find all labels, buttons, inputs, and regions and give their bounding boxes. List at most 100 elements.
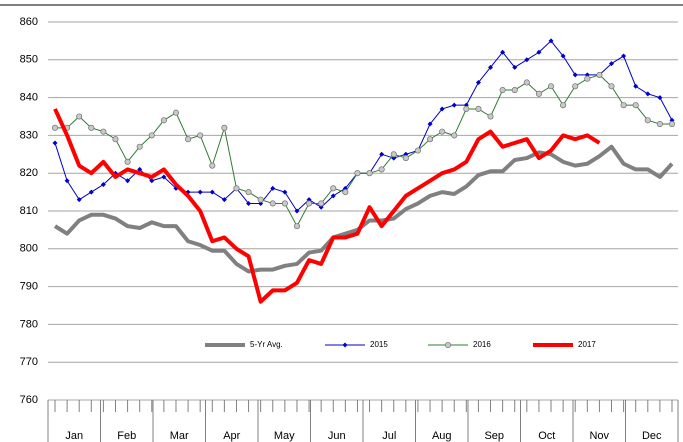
point bbox=[233, 185, 240, 192]
point bbox=[197, 189, 203, 195]
legend-label: 2016 bbox=[473, 340, 491, 349]
point bbox=[511, 86, 518, 94]
point bbox=[427, 121, 433, 127]
point bbox=[644, 117, 651, 124]
point bbox=[499, 86, 506, 94]
point bbox=[584, 75, 591, 82]
x-tick-label: Mar bbox=[170, 430, 189, 442]
x-tick-label: Aug bbox=[432, 430, 452, 442]
point bbox=[209, 189, 215, 195]
x-tick-label: Feb bbox=[117, 430, 136, 442]
y-tick-label: 760 bbox=[20, 394, 38, 406]
x-tick-label: Jun bbox=[328, 430, 346, 442]
point bbox=[379, 151, 385, 157]
point bbox=[88, 124, 95, 131]
point bbox=[221, 124, 228, 131]
point bbox=[547, 83, 555, 90]
point bbox=[366, 170, 373, 177]
point bbox=[342, 189, 349, 196]
point bbox=[524, 57, 530, 63]
point bbox=[451, 132, 458, 139]
point bbox=[245, 189, 252, 196]
point bbox=[293, 223, 301, 230]
point bbox=[390, 151, 397, 158]
y-tick-label: 860 bbox=[20, 16, 38, 28]
point bbox=[572, 83, 579, 90]
y-tick-label: 820 bbox=[20, 167, 38, 179]
point bbox=[620, 102, 627, 109]
point bbox=[160, 117, 167, 124]
point bbox=[112, 136, 119, 143]
point bbox=[354, 170, 361, 177]
point bbox=[172, 109, 180, 116]
point bbox=[451, 102, 457, 108]
point bbox=[656, 121, 663, 128]
point bbox=[657, 95, 663, 101]
point bbox=[281, 200, 288, 207]
x-tick-label: Oct bbox=[538, 430, 555, 442]
point bbox=[257, 196, 264, 203]
point bbox=[632, 102, 639, 109]
point bbox=[148, 132, 155, 139]
y-tick-label: 800 bbox=[20, 243, 38, 255]
point bbox=[488, 64, 494, 70]
point bbox=[330, 193, 336, 199]
y-tick-label: 840 bbox=[20, 92, 38, 104]
point bbox=[378, 166, 385, 173]
point bbox=[76, 197, 82, 203]
point bbox=[318, 200, 325, 207]
point bbox=[137, 166, 143, 172]
series-line bbox=[54, 40, 673, 212]
point bbox=[51, 124, 59, 131]
point bbox=[596, 71, 603, 78]
point bbox=[209, 162, 216, 169]
point bbox=[100, 128, 107, 135]
point bbox=[608, 83, 615, 90]
point bbox=[609, 61, 615, 67]
point bbox=[330, 185, 337, 192]
x-tick-label: Sep bbox=[484, 430, 504, 442]
point bbox=[76, 113, 83, 120]
point bbox=[512, 64, 518, 70]
point bbox=[124, 158, 131, 165]
point bbox=[185, 136, 192, 143]
point bbox=[52, 140, 58, 146]
point bbox=[475, 79, 481, 85]
point bbox=[548, 38, 554, 44]
y-tick-label: 830 bbox=[20, 129, 38, 141]
x-tick-label: Dec bbox=[642, 430, 662, 442]
point bbox=[523, 79, 530, 86]
legend-label: 2015 bbox=[370, 340, 388, 349]
point bbox=[269, 200, 276, 207]
y-tick-label: 790 bbox=[20, 281, 38, 293]
point bbox=[197, 132, 204, 139]
point bbox=[270, 185, 276, 191]
series-line bbox=[53, 108, 601, 304]
point bbox=[149, 178, 155, 184]
point bbox=[161, 174, 167, 180]
y-tick-label: 770 bbox=[20, 356, 38, 368]
x-tick-label: Jan bbox=[65, 430, 83, 442]
point bbox=[621, 53, 627, 59]
point bbox=[246, 200, 252, 206]
y-tick-label: 780 bbox=[20, 318, 38, 330]
point bbox=[342, 342, 348, 348]
point bbox=[221, 197, 227, 203]
point bbox=[633, 83, 639, 89]
point bbox=[444, 341, 452, 349]
point bbox=[535, 90, 542, 97]
point bbox=[100, 182, 106, 188]
series-line bbox=[53, 144, 674, 274]
x-tick-label: Apr bbox=[223, 430, 240, 442]
point bbox=[282, 189, 288, 195]
point bbox=[645, 91, 651, 97]
point bbox=[463, 105, 470, 112]
point bbox=[439, 128, 446, 135]
point bbox=[402, 155, 409, 162]
x-tick-label: Nov bbox=[589, 430, 609, 442]
point bbox=[500, 49, 506, 55]
y-tick-label: 810 bbox=[20, 205, 38, 217]
point bbox=[560, 53, 566, 59]
series-line bbox=[55, 74, 672, 227]
